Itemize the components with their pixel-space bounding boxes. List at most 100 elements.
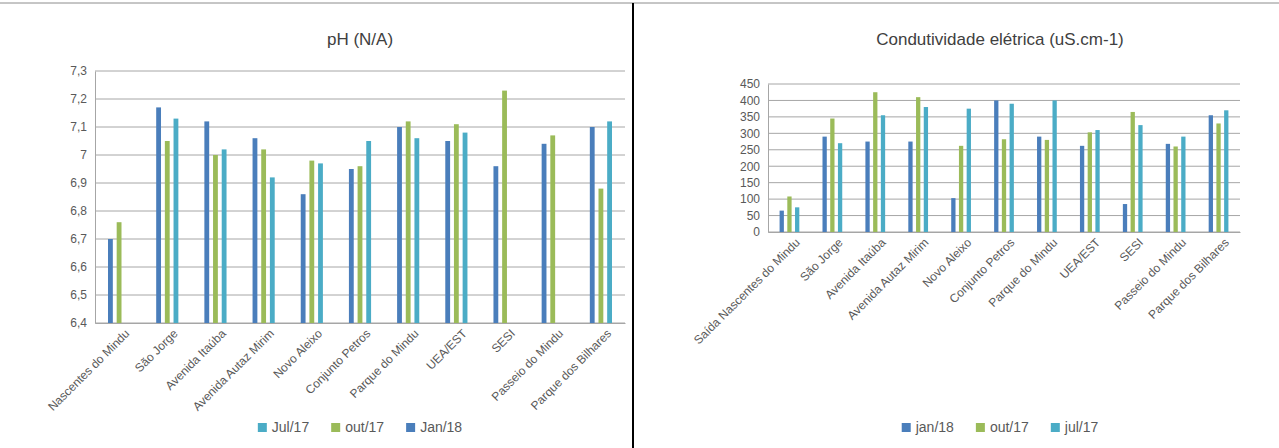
x-tick-label: SESI	[489, 326, 518, 355]
bar	[951, 198, 955, 232]
bar	[607, 121, 612, 323]
x-tick-label: SESI	[1117, 235, 1146, 264]
bar	[1002, 139, 1006, 232]
bar	[822, 137, 826, 232]
bar	[795, 207, 799, 232]
y-tick-label: 100	[740, 192, 760, 206]
bar	[309, 161, 314, 323]
bar	[924, 107, 928, 232]
y-tick-label: 7,1	[70, 120, 87, 134]
y-tick: 50	[747, 209, 768, 223]
grid-line	[95, 99, 625, 100]
bar	[301, 194, 306, 323]
legend-swatch	[331, 423, 340, 432]
x-tick: Parque do Mindu	[347, 323, 422, 401]
y-tick: 250	[740, 143, 768, 157]
bar	[550, 135, 555, 323]
bar	[502, 91, 507, 323]
bar	[1095, 130, 1099, 232]
bar	[414, 138, 419, 323]
x-tick-label: São Jorge	[132, 326, 181, 375]
bar	[838, 143, 842, 232]
x-tick-label: Parque do Mindu	[986, 235, 1061, 310]
y-tick: 6,7	[70, 232, 95, 246]
y-tick-label: 150	[740, 176, 760, 190]
bar	[261, 149, 266, 323]
y-tick-label: 450	[740, 77, 760, 91]
x-tick: São Jorge	[132, 323, 181, 375]
bar	[1138, 125, 1142, 232]
grid-line	[768, 100, 1240, 101]
legend-item: jul/17	[1051, 419, 1099, 435]
x-tick: Parque dos Bilhares	[528, 323, 614, 413]
legend-swatch	[1051, 423, 1060, 432]
legend: Jul/17out/17Jan/18	[258, 419, 463, 435]
legend-swatch	[258, 423, 267, 432]
legend-swatch	[406, 423, 415, 432]
bar	[881, 115, 885, 232]
x-tick-label: Saída Nascentes do Mindu	[691, 235, 803, 347]
y-tick-label: 6,7	[70, 232, 87, 246]
y-tick: 7,2	[70, 92, 95, 106]
x-axis: Nascentes do MinduSão JorgeAvenida Itaúb…	[45, 323, 625, 414]
y-tick-label: 6,6	[70, 260, 87, 274]
legend-label: jan/18	[915, 419, 954, 435]
bar	[959, 146, 963, 232]
bar	[787, 196, 791, 232]
legend-item: Jul/17	[258, 419, 310, 435]
x-tick: Parque do Mindu	[986, 232, 1061, 310]
frame-top	[0, 3, 1279, 4]
y-tick-label: 350	[740, 110, 760, 124]
x-tick: Nascentes do Mindu	[45, 323, 132, 414]
y-tick: 400	[740, 94, 768, 108]
bar	[1224, 110, 1228, 232]
y-tick: 6,4	[70, 316, 95, 330]
y-axis-line	[768, 85, 769, 233]
x-axis-line	[769, 232, 1241, 233]
y-tick: 450	[740, 77, 768, 91]
chart: pH (N/A)6,46,56,66,76,86,977,17,27,3Nasc…	[45, 30, 625, 435]
bar	[1166, 144, 1170, 232]
y-tick: 150	[740, 176, 768, 190]
bar	[174, 119, 179, 323]
grid-line	[768, 133, 1240, 134]
bar	[967, 109, 971, 232]
x-tick-label: Passeio do Mindu	[1112, 235, 1189, 312]
legend-label: jul/17	[1064, 419, 1099, 435]
bar	[994, 100, 998, 232]
y-tick-label: 200	[740, 160, 760, 174]
bar	[916, 97, 920, 232]
bar	[1173, 146, 1177, 232]
bar	[590, 127, 595, 323]
y-tick-label: 6,8	[70, 204, 87, 218]
bar	[1209, 115, 1213, 232]
bar	[318, 163, 323, 323]
bar	[865, 142, 869, 232]
bar	[358, 166, 363, 323]
x-tick: Saída Nascentes do Mindu	[691, 232, 803, 347]
bar	[873, 92, 877, 232]
y-tick: 6,9	[70, 176, 95, 190]
chart-title: Condutividade elétrica (uS.cm-1)	[876, 30, 1124, 49]
y-tick-label: 6,9	[70, 176, 87, 190]
bars	[108, 91, 612, 323]
grid-line	[768, 116, 1240, 117]
x-tick-label: Avenida Autaz Mirim	[844, 235, 931, 322]
legend-item: out/17	[976, 419, 1029, 435]
grid-line	[768, 84, 1240, 85]
bar	[542, 144, 547, 323]
bar	[397, 127, 402, 323]
y-axis: 050100150200250300350400450	[740, 77, 769, 239]
y-tick-label: 7,2	[70, 92, 87, 106]
y-tick: 6,8	[70, 204, 95, 218]
y-tick: 350	[740, 110, 768, 124]
bar	[222, 149, 227, 323]
bars	[780, 92, 1229, 232]
legend-item: out/17	[331, 419, 384, 435]
bar	[1010, 104, 1014, 232]
legend-item: jan/18	[902, 419, 954, 435]
legend-swatch	[902, 423, 911, 432]
y-tick-label: 0	[753, 225, 760, 239]
x-tick: SESI	[1117, 232, 1146, 265]
y-tick-label: 6,5	[70, 288, 87, 302]
